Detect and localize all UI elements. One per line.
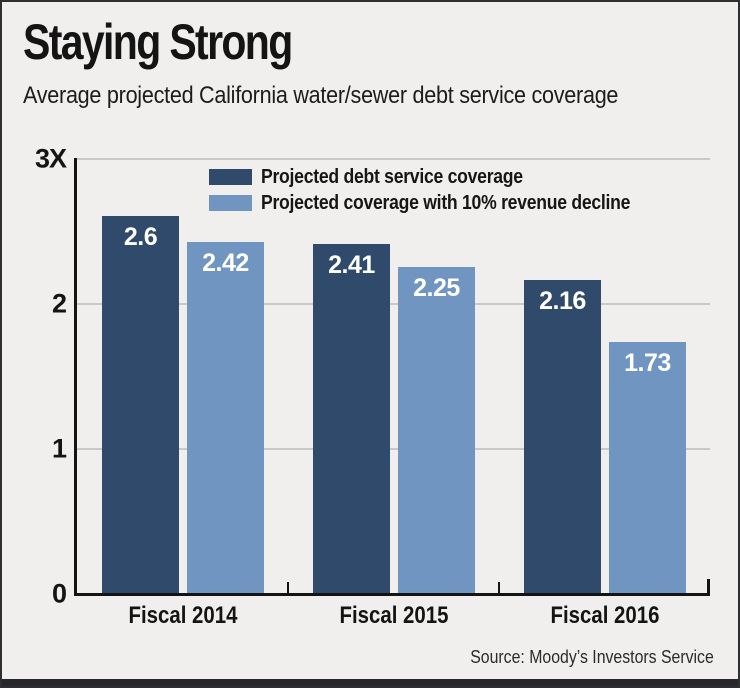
legend-swatch-dark — [209, 169, 252, 185]
axis-tick — [287, 582, 289, 593]
source-credit: Source: Moody’s Investors Service — [470, 647, 714, 667]
y-axis-line — [74, 158, 77, 596]
y-axis-label-1: 1 — [51, 433, 67, 464]
bar-value-label: 2.16 — [539, 287, 586, 315]
bar-value-label: 1.73 — [624, 349, 671, 377]
chart-subtitle: Average projected California water/sewer… — [23, 82, 619, 109]
chart-title: Staying Strong — [23, 14, 293, 70]
bar-value-label: 2.25 — [413, 274, 460, 302]
y-axis-label-2: 2 — [51, 288, 67, 319]
gridline-1 — [77, 448, 710, 450]
bar-dark-fiscal-2014 — [102, 216, 179, 593]
legend-swatch-light — [209, 195, 252, 211]
legend-label-revenue-decline: Projected coverage with 10% revenue decl… — [261, 192, 631, 214]
x-axis-label-fiscal-2016: Fiscal 2016 — [550, 602, 660, 629]
bar-dark-fiscal-2015 — [313, 244, 390, 593]
gridline-3 — [77, 158, 710, 160]
legend-item-revenue-decline: Projected coverage with 10% revenue decl… — [209, 191, 681, 215]
y-axis-label-0: 0 — [51, 578, 67, 609]
bar-light-fiscal-2016 — [609, 342, 686, 593]
axis-tick — [498, 582, 500, 593]
legend: Projected debt service coverage Projecte… — [209, 165, 681, 217]
bar-light-fiscal-2014 — [187, 242, 264, 593]
bottom-accent-bar — [2, 679, 738, 686]
x-axis-end-tick — [707, 579, 710, 596]
bar-value-label: 2.42 — [202, 249, 249, 277]
legend-item-projected-coverage: Projected debt service coverage — [209, 165, 681, 189]
gridline-2 — [77, 303, 710, 305]
bar-dark-fiscal-2016 — [524, 280, 601, 593]
y-axis-label-3: 3X — [34, 143, 67, 174]
x-axis-label-fiscal-2015: Fiscal 2015 — [339, 602, 449, 629]
bar-value-label: 2.6 — [123, 223, 158, 251]
x-axis-label-fiscal-2014: Fiscal 2014 — [128, 602, 238, 629]
bar-value-label: 2.41 — [328, 251, 375, 279]
bar-light-fiscal-2015 — [398, 267, 475, 593]
legend-label-projected-coverage: Projected debt service coverage — [261, 166, 523, 188]
x-axis-baseline — [74, 593, 710, 596]
